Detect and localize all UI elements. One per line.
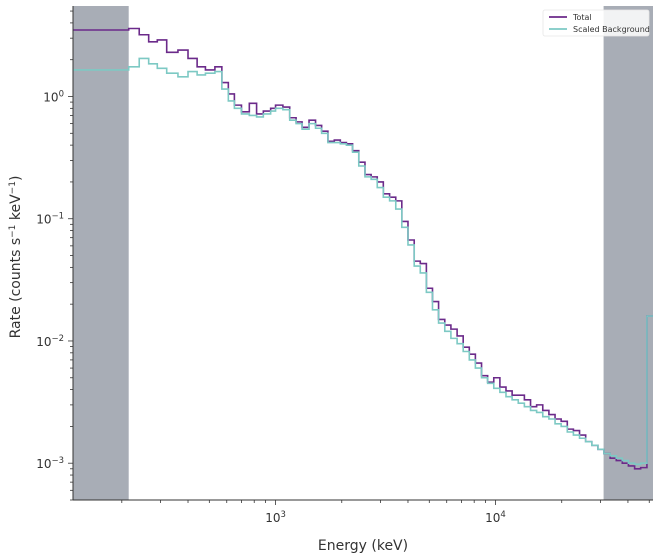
y-tick-label-2: 10−2 <box>36 334 64 349</box>
y-tick-label-3: 10−1 <box>36 212 64 227</box>
excluded-energy-regions <box>73 6 653 500</box>
plot-frame <box>72 6 653 501</box>
axis-ticks: 103 104 10−3 10−2 10−1 100 <box>36 10 650 525</box>
x-tick-label-1: 103 <box>265 510 286 525</box>
legend-box <box>542 9 650 37</box>
series-line-2 <box>73 57 653 466</box>
legend-label-2: Scaled Background <box>573 25 650 34</box>
shaded-region-2 <box>603 6 653 500</box>
x-tick-label-2: 104 <box>485 510 506 525</box>
legend-label-1: Total <box>572 13 592 22</box>
series-lines <box>73 27 653 470</box>
y-axis-title: Rate (counts s−1 keV−1) <box>8 176 24 339</box>
shaded-region-1 <box>73 6 129 500</box>
x-axis-title: Energy (keV) <box>318 538 408 554</box>
legend: Total Scaled Background <box>542 9 650 37</box>
series-line-1 <box>73 27 653 470</box>
y-tick-label-4: 100 <box>43 89 64 104</box>
y-tick-label-1: 10−3 <box>36 456 64 471</box>
